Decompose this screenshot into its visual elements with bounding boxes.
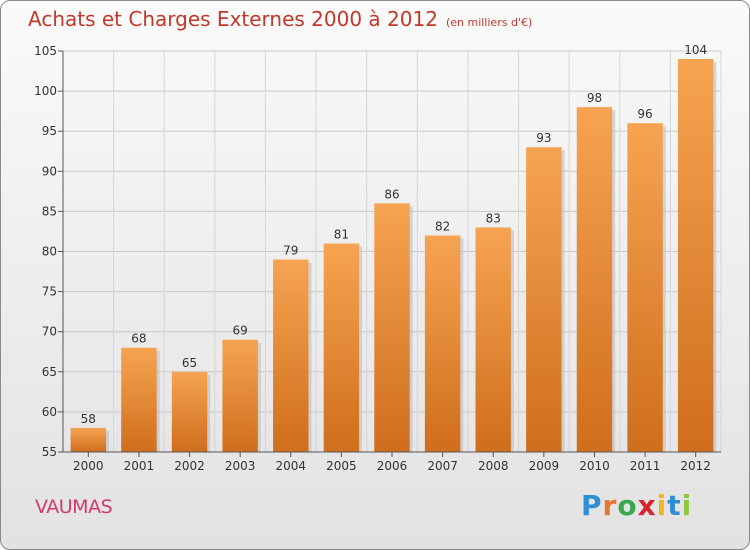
logo-letter: i (656, 489, 668, 522)
y-tick-label: 90 (42, 164, 57, 178)
proxiti-logo: Proxiti (581, 489, 692, 522)
bar-2003 (222, 339, 258, 452)
x-tick-label: 2007 (427, 459, 458, 473)
logo-letter: P (581, 489, 603, 522)
value-label: 96 (637, 107, 652, 121)
logo-letter: r (602, 489, 618, 522)
y-tick-label: 70 (42, 325, 57, 339)
x-tick-label: 2000 (73, 459, 104, 473)
logo-letter: o (617, 489, 638, 522)
value-label: 65 (182, 356, 197, 370)
value-label: 81 (334, 227, 349, 241)
y-tick-label: 65 (42, 365, 57, 379)
unit-note: (en milliers d'€) (445, 16, 533, 29)
chart-title-text: Achats et Charges Externes 2000 à 2012 (28, 7, 438, 31)
bar-2006 (374, 203, 410, 452)
bar-2004 (273, 259, 309, 452)
bar-2001 (121, 347, 157, 452)
value-label: 68 (131, 332, 146, 346)
y-tick-label: 55 (42, 445, 57, 459)
x-tick-label: 2003 (225, 459, 256, 473)
bar-2009 (526, 147, 562, 453)
bar-2007 (424, 235, 461, 452)
value-label: 82 (435, 219, 450, 233)
value-label: 98 (587, 91, 602, 105)
value-label: 69 (233, 324, 248, 338)
x-tick-label: 2001 (124, 459, 155, 473)
value-label: 93 (536, 131, 551, 145)
bar-2002 (171, 371, 208, 452)
commune-name: VAUMAS (35, 496, 113, 518)
value-label: 83 (486, 211, 501, 225)
logo-letter: i (681, 489, 693, 522)
value-label: 104 (684, 43, 707, 57)
y-tick-label: 80 (42, 245, 57, 259)
value-label: 58 (81, 412, 96, 426)
chart-title: Achats et Charges Externes 2000 à 2012 (e… (28, 7, 532, 31)
bar-2012 (677, 59, 714, 453)
logo-letter: t (667, 489, 682, 522)
x-tick-label: 2008 (478, 459, 509, 473)
y-tick-label: 85 (42, 204, 57, 218)
logo-letter: x (637, 489, 657, 522)
bar-2000 (70, 427, 107, 452)
x-tick-label: 2005 (326, 459, 357, 473)
x-tick-label: 2012 (680, 459, 711, 473)
y-tick-label: 105 (34, 44, 57, 58)
bar-2011 (627, 123, 663, 453)
y-tick-label: 100 (34, 84, 57, 98)
x-tick-label: 2011 (630, 459, 661, 473)
x-tick-label: 2006 (377, 459, 408, 473)
bar-2005 (323, 243, 360, 452)
x-tick-label: 2010 (579, 459, 610, 473)
y-tick-label: 60 (42, 405, 57, 419)
value-label: 79 (283, 244, 298, 258)
bar-2008 (475, 227, 511, 452)
y-tick-label: 95 (42, 124, 57, 138)
bar-2010 (576, 107, 613, 452)
x-tick-label: 2009 (529, 459, 560, 473)
x-tick-label: 2004 (275, 459, 306, 473)
y-tick-label: 75 (42, 285, 57, 299)
x-tick-label: 2002 (174, 459, 205, 473)
value-label: 86 (384, 187, 399, 201)
